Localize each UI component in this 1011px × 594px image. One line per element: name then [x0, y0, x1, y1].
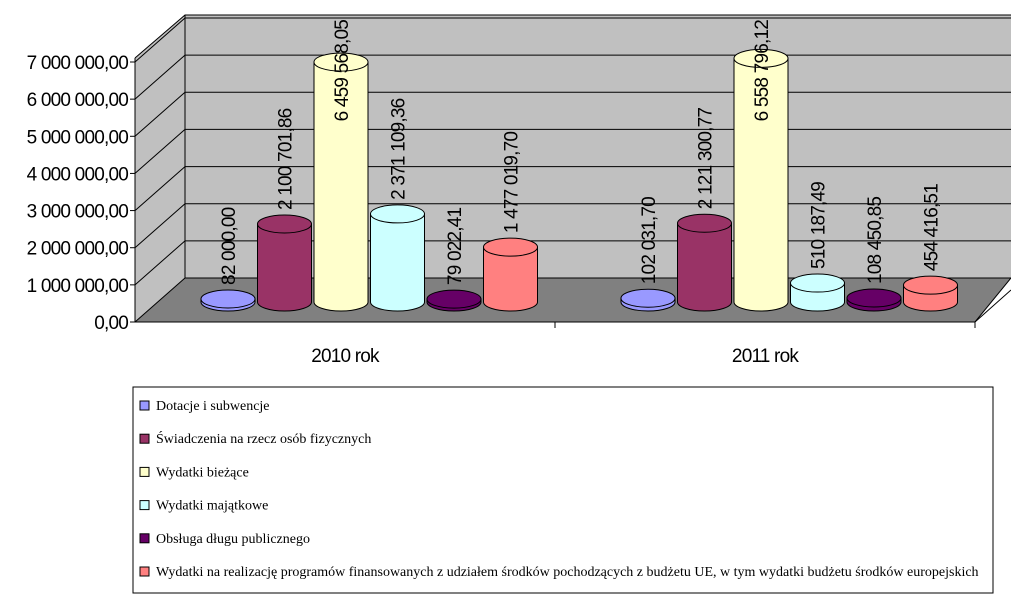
bar-top	[483, 237, 538, 257]
legend-label: Wydatki bieżące	[156, 465, 249, 480]
legend-swatch	[139, 500, 150, 511]
grid-line	[134, 129, 186, 174]
bar-top	[370, 204, 425, 224]
bar-top	[733, 48, 789, 68]
legend-label: Świadczenia na rzecz osób fizycznych	[156, 430, 371, 447]
grid-line	[134, 54, 186, 100]
bar-top	[200, 289, 256, 309]
value-label: 454 416,51	[922, 184, 943, 271]
bar	[313, 52, 369, 312]
bar-top	[313, 52, 369, 72]
y-tick-label: 0,00	[94, 313, 128, 334]
bar-body	[483, 246, 538, 312]
bar-top	[620, 288, 676, 308]
value-label: 510 187,49	[809, 182, 830, 269]
y-tick-label: 4 000 000,00	[27, 164, 129, 185]
value-label: 2 371 109,36	[389, 98, 410, 200]
bar	[426, 289, 482, 312]
y-tick-label: 3 000 000,00	[27, 202, 129, 223]
value-label: 108 450,85	[865, 197, 886, 284]
bar	[483, 237, 538, 312]
legend-label: Dotacje i subwencje	[156, 399, 270, 414]
grid-line	[134, 17, 186, 63]
bar	[903, 275, 958, 312]
grid-line	[134, 240, 186, 286]
bar	[790, 273, 845, 312]
bar-body	[733, 57, 789, 312]
legend-label: Wydatki majątkowe	[156, 499, 268, 514]
bar-top	[257, 214, 312, 234]
x-tick-label: 2010 rok	[311, 346, 380, 367]
floor-edge	[974, 289, 1011, 323]
value-label: 2 121 300,77	[696, 108, 717, 210]
legend-swatch	[139, 400, 150, 411]
grid-line	[134, 203, 186, 249]
value-label: 6 558 796,12	[752, 20, 773, 122]
bar-top	[677, 213, 732, 233]
bar-body	[370, 213, 425, 312]
value-label: 2 100 701,86	[276, 108, 297, 210]
legend-swatch	[139, 566, 150, 577]
legend-label: Wydatki na realizację programów finansow…	[156, 565, 979, 580]
bar	[733, 48, 789, 312]
bar-body	[257, 223, 312, 312]
y-tick-label: 7 000 000,00	[27, 53, 129, 74]
bar-top	[426, 289, 482, 309]
y-tick-label: 6 000 000,00	[27, 90, 129, 111]
bar	[677, 213, 732, 312]
bar	[370, 204, 425, 312]
grid-line	[134, 91, 186, 137]
legend-swatch	[139, 533, 150, 544]
bar	[200, 289, 256, 312]
bar-top	[846, 288, 902, 308]
value-label: 1 477 019,70	[502, 132, 523, 234]
bar	[846, 288, 902, 312]
grid-line	[134, 166, 186, 211]
legend-label: Obsługa długu publicznego	[156, 532, 310, 547]
value-label: 82 000,00	[219, 207, 240, 285]
value-label: 102 031,70	[639, 197, 660, 284]
bar-top	[790, 273, 845, 293]
y-tick-label: 2 000 000,00	[27, 239, 129, 260]
bar-body	[313, 61, 369, 312]
legend-swatch	[139, 466, 150, 477]
x-tick-label: 2011 rok	[732, 346, 799, 367]
bar	[620, 288, 676, 312]
y-tick-label: 5 000 000,00	[27, 127, 129, 148]
legend-swatch	[139, 433, 150, 444]
y-tick-label: 1 000 000,00	[27, 276, 129, 297]
bar-top	[903, 275, 958, 295]
value-label: 6 459 568,05	[332, 20, 353, 122]
legend	[132, 386, 994, 594]
bar-body	[677, 222, 732, 312]
value-label: 79 022,41	[445, 208, 466, 286]
bar	[257, 214, 312, 312]
